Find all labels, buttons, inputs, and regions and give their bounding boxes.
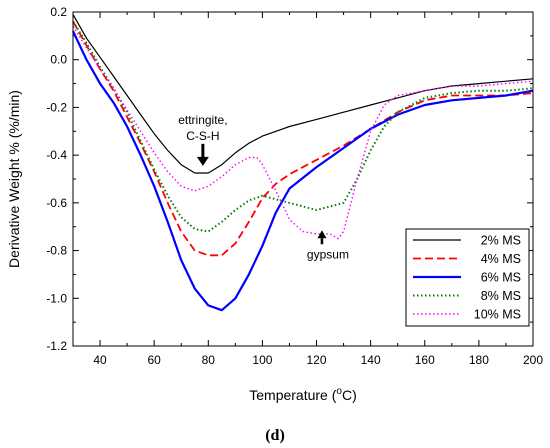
y-tick-label: -0.2	[46, 100, 67, 114]
x-tick-label: 60	[147, 353, 161, 367]
series-line-4pct-ms	[72, 21, 534, 257]
legend-label: 10% MS	[474, 308, 521, 322]
y-tick-label: 0.2	[50, 5, 67, 19]
x-tick-label: 80	[202, 353, 216, 367]
y-tick-label: -1.0	[46, 291, 67, 305]
x-axis-title: Temperature (oC)	[249, 386, 357, 403]
x-tick-label: 180	[469, 353, 489, 367]
x-tick-label: 100	[252, 353, 272, 367]
figure-caption: (d)	[265, 427, 285, 444]
legend-label: 4% MS	[481, 252, 521, 266]
x-tick-label: 160	[415, 353, 435, 367]
x-tick-label: 40	[93, 353, 107, 367]
y-tick-label: -1.2	[46, 339, 67, 353]
x-tick-label: 200	[523, 353, 543, 367]
series-line-10pct-ms	[72, 25, 534, 240]
x-tick-labels: 40 60 80 100 120 140 160 180 200	[93, 353, 543, 367]
series-line-8pct-ms	[72, 20, 534, 233]
legend-items: 2% MS 4% MS 6% MS 8% MS 10% MS	[413, 234, 521, 322]
annotations: ettringite, C-S-H gypsum	[178, 113, 349, 261]
y-tick-label: -0.4	[46, 148, 67, 162]
legend-label: 6% MS	[481, 271, 521, 285]
annotation-arrowhead	[196, 156, 209, 166]
y-tick-label: -0.8	[46, 244, 67, 258]
series-lines	[72, 14, 534, 312]
series-line-6pct-ms	[72, 30, 534, 312]
annotation-label: ettringite,	[178, 113, 227, 127]
series-line-2pct-ms	[72, 14, 534, 174]
plot-frame	[72, 11, 534, 347]
y-axis-title: Derivative Weight % (%/min)	[6, 90, 22, 268]
x-tick-label: 120	[307, 353, 327, 367]
annotation-label: gypsum	[307, 247, 349, 261]
y-tick-label: 0.0	[50, 53, 67, 67]
annotation-label: C-S-H	[186, 129, 219, 143]
y-tick-label: -0.6	[46, 196, 67, 210]
x-tick-label: 140	[361, 353, 381, 367]
y-tick-labels: 0.2 0.0 -0.2 -0.4 -0.6 -0.8 -1.0 -1.2	[46, 5, 67, 353]
annotation-arrowhead	[317, 230, 327, 239]
legend-label: 2% MS	[481, 234, 521, 248]
legend-label: 8% MS	[481, 289, 521, 303]
legend: 2% MS 4% MS 6% MS 8% MS 10% MS	[405, 228, 530, 327]
